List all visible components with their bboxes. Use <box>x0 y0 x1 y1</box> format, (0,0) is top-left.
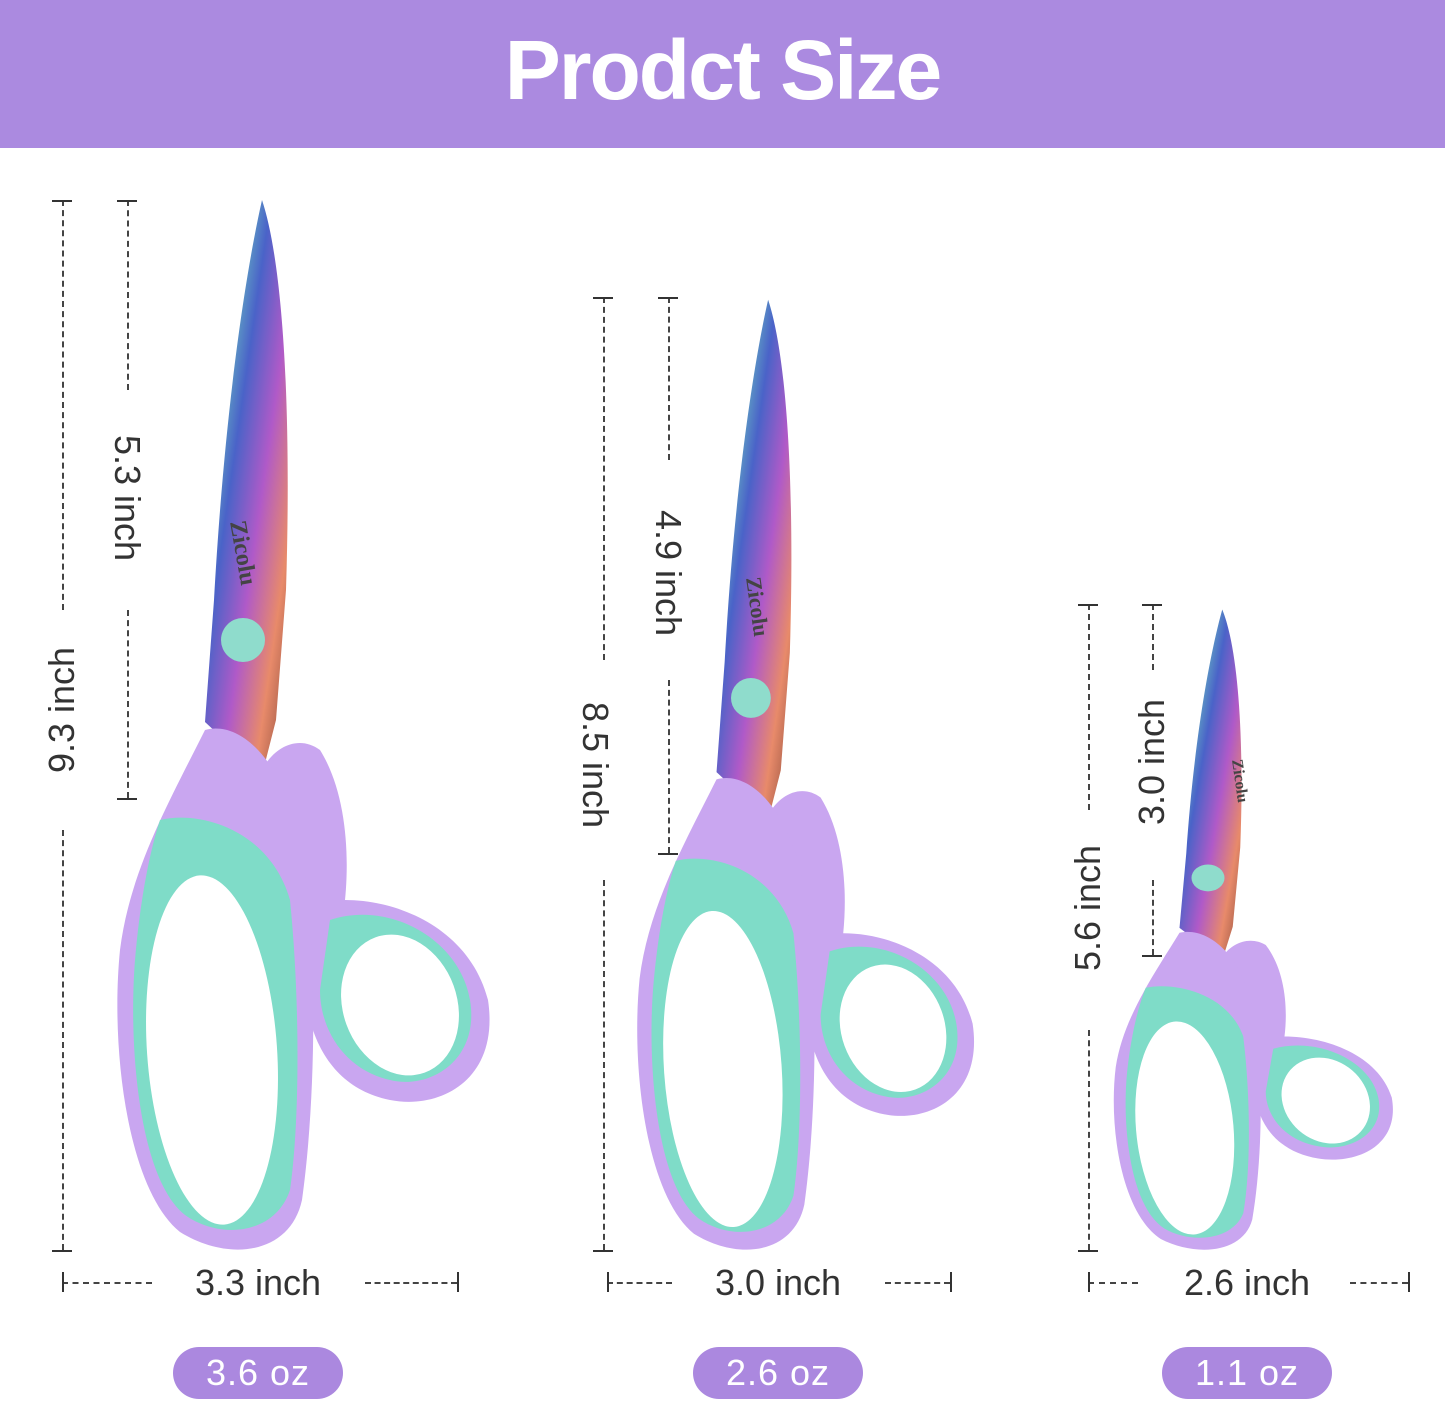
dimension-line <box>365 1282 457 1284</box>
dimension-line <box>1350 1282 1408 1284</box>
dimension-tick <box>117 200 137 202</box>
dimension-line <box>668 680 670 853</box>
dimension-tick <box>1408 1272 1410 1292</box>
dimension-tick <box>117 798 137 800</box>
dimension-line <box>1152 604 1154 670</box>
dimension-tick <box>457 1272 459 1292</box>
dimension-tick <box>658 853 678 855</box>
blade-length-label: 5.3 inch <box>107 434 148 562</box>
total-length-label: 9.3 inch <box>41 646 82 774</box>
handle-width-label: 3.3 inch <box>194 1262 322 1303</box>
total-length-label: 5.6 inch <box>1067 844 1108 972</box>
dimension-line <box>1088 604 1090 810</box>
dimension-tick <box>593 297 613 299</box>
dimension-tick <box>62 1272 64 1292</box>
dimension-line <box>1152 880 1154 955</box>
dimension-line <box>668 297 670 460</box>
dimension-tick <box>607 1272 609 1292</box>
dimension-line <box>607 1282 672 1284</box>
dimension-line <box>603 880 605 1250</box>
dimension-tick <box>1088 1272 1090 1292</box>
dimension-line <box>1088 1030 1090 1250</box>
dimension-tick <box>1142 955 1162 957</box>
dimension-tick <box>52 200 72 202</box>
dimension-line <box>62 1282 152 1284</box>
weight-badge: 2.6 oz <box>693 1347 863 1399</box>
weight-badge: 3.6 oz <box>173 1347 343 1399</box>
dimension-tick <box>950 1272 952 1292</box>
dimension-tick <box>593 1250 613 1252</box>
weight-badge: 1.1 oz <box>1162 1347 1332 1399</box>
page-title: Prodct Size <box>504 23 942 117</box>
dimension-line <box>127 610 129 798</box>
total-length-label: 8.5 inch <box>575 701 616 829</box>
dimension-line <box>1088 1282 1138 1284</box>
dimension-line <box>62 200 64 610</box>
dimension-tick <box>1078 604 1098 606</box>
dimension-line <box>62 830 64 1250</box>
dimension-line <box>127 200 129 390</box>
dimension-tick <box>52 1250 72 1252</box>
dimension-tick <box>1078 1250 1098 1252</box>
dimension-tick <box>658 297 678 299</box>
handle-width-label: 3.0 inch <box>714 1262 842 1303</box>
brand-logo: Zicolu <box>1228 758 1251 804</box>
dimension-tick <box>1142 604 1162 606</box>
header-banner: Prodct Size <box>0 0 1445 148</box>
blade-length-label: 4.9 inch <box>648 509 689 637</box>
dimension-line <box>885 1282 950 1284</box>
scissors-small: Zicolu <box>1113 609 1393 1250</box>
dimension-line <box>603 297 605 660</box>
scissors-large: Zicolu <box>117 200 490 1250</box>
blade-length-label: 3.0 inch <box>1131 698 1172 826</box>
handle-width-label: 2.6 inch <box>1183 1262 1311 1303</box>
scissors-medium: Zicolu <box>637 299 975 1250</box>
